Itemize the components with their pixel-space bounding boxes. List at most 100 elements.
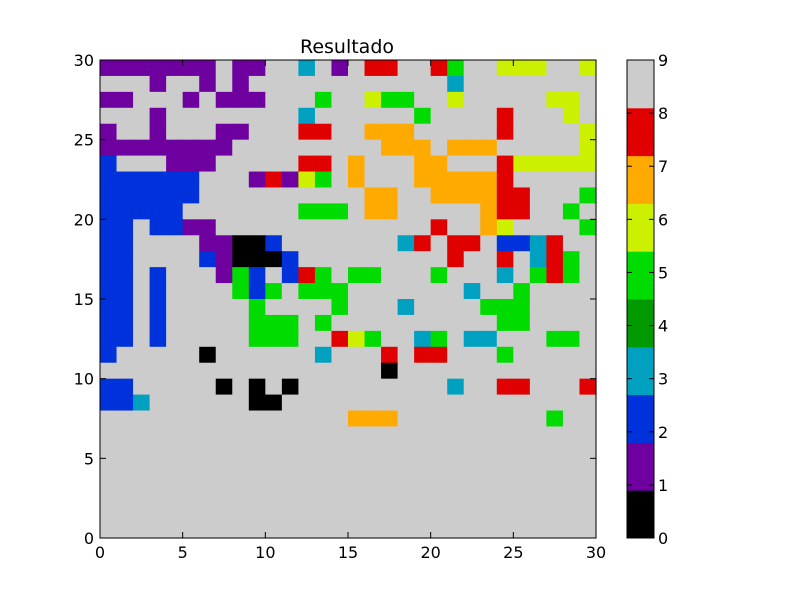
heatmap-cell xyxy=(364,107,382,125)
heatmap-cell xyxy=(447,91,465,109)
heatmap-cell xyxy=(166,75,184,93)
heatmap-cell xyxy=(447,346,465,364)
heatmap-cell xyxy=(149,378,167,396)
heatmap-cell xyxy=(116,251,134,268)
heatmap-cell xyxy=(529,330,547,348)
heatmap-cell xyxy=(281,458,299,475)
heatmap-cell xyxy=(414,60,432,77)
heatmap-cell xyxy=(248,60,266,77)
heatmap-cell xyxy=(348,346,366,364)
colorbar-tick-label: 6 xyxy=(658,210,668,229)
heatmap-cell xyxy=(480,203,498,220)
heatmap-cell xyxy=(414,362,432,380)
heatmap-cell xyxy=(364,155,382,173)
heatmap-cell xyxy=(562,474,581,491)
heatmap-cell xyxy=(463,155,481,173)
heatmap-cell xyxy=(100,139,118,157)
heatmap-cell xyxy=(430,283,448,300)
heatmap-cell xyxy=(265,394,283,412)
heatmap-cell xyxy=(397,267,415,284)
heatmap-cell xyxy=(463,506,481,523)
heatmap-cell xyxy=(182,235,200,252)
heatmap-cell xyxy=(248,155,266,173)
heatmap-cell xyxy=(430,203,448,220)
heatmap-cell xyxy=(529,442,547,459)
heatmap-cell xyxy=(265,171,283,189)
heatmap-cell xyxy=(381,394,399,412)
heatmap-cell xyxy=(430,410,448,428)
heatmap-cell xyxy=(496,299,514,316)
heatmap-cell xyxy=(381,251,399,268)
heatmap-cell xyxy=(215,410,233,428)
heatmap-cell xyxy=(447,155,465,173)
heatmap-cell xyxy=(199,123,217,141)
heatmap-cell xyxy=(199,442,217,459)
heatmap-cell xyxy=(281,187,299,204)
y-tick-label: 5 xyxy=(84,449,94,468)
x-tick-label: 10 xyxy=(255,543,275,562)
heatmap-cell xyxy=(314,378,333,396)
heatmap-cell xyxy=(116,346,134,364)
heatmap-cell xyxy=(182,251,200,268)
heatmap-cell xyxy=(133,75,151,93)
heatmap-cell xyxy=(215,378,233,396)
heatmap-cell xyxy=(513,299,531,316)
heatmap-cell xyxy=(281,235,299,252)
heatmap-cell xyxy=(182,506,200,523)
heatmap-cell xyxy=(348,107,366,125)
heatmap-cell xyxy=(397,235,415,252)
heatmap-cell xyxy=(463,346,481,364)
heatmap-cell xyxy=(314,139,333,157)
heatmap-cell xyxy=(248,458,266,475)
heatmap-cell xyxy=(348,139,366,157)
heatmap-cell xyxy=(298,410,316,428)
heatmap-cell xyxy=(248,394,266,412)
heatmap-cell xyxy=(149,330,167,348)
heatmap-cell xyxy=(133,123,151,141)
heatmap-cell xyxy=(331,458,349,475)
heatmap-cell xyxy=(215,219,233,236)
heatmap-cell xyxy=(546,426,564,443)
heatmap-cell xyxy=(100,187,118,204)
heatmap-cell xyxy=(546,378,564,396)
heatmap-cell xyxy=(199,155,217,173)
heatmap-cell xyxy=(116,490,134,507)
heatmap-cell xyxy=(414,251,432,268)
heatmap-cell xyxy=(414,378,432,396)
heatmap-cell xyxy=(166,219,184,236)
heatmap-cell xyxy=(182,187,200,204)
heatmap-cell xyxy=(116,522,134,539)
heatmap-cell xyxy=(447,107,465,125)
heatmap-cell xyxy=(430,267,448,284)
heatmap-cell xyxy=(182,330,200,348)
heatmap-cell xyxy=(430,442,448,459)
heatmap-cell xyxy=(232,139,250,157)
heatmap-cell xyxy=(348,283,366,300)
heatmap-cell xyxy=(546,251,564,268)
heatmap-cell xyxy=(331,299,349,316)
heatmap-cell xyxy=(414,75,432,93)
heatmap-cell xyxy=(529,346,547,364)
heatmap-cell xyxy=(199,219,217,236)
heatmap-cell xyxy=(463,426,481,443)
heatmap-cell xyxy=(480,474,498,491)
heatmap-cell xyxy=(463,267,481,284)
heatmap-cell xyxy=(232,394,250,412)
heatmap-cell xyxy=(265,75,283,93)
heatmap-cell xyxy=(116,314,134,332)
colorbar-swatch xyxy=(627,203,654,252)
heatmap-cell xyxy=(298,362,316,380)
heatmap-cell xyxy=(182,203,200,220)
heatmap-cell xyxy=(430,60,448,77)
heatmap-cell xyxy=(149,314,167,332)
heatmap-cell xyxy=(364,506,382,523)
heatmap-cell xyxy=(133,299,151,316)
heatmap-cell xyxy=(381,442,399,459)
heatmap-cell xyxy=(232,123,250,141)
heatmap-cell xyxy=(116,283,134,300)
y-tick-label: 30 xyxy=(74,51,94,70)
heatmap-cell xyxy=(364,522,382,539)
heatmap-cell xyxy=(447,219,465,236)
heatmap-cell xyxy=(463,330,481,348)
heatmap-cell xyxy=(166,155,184,173)
